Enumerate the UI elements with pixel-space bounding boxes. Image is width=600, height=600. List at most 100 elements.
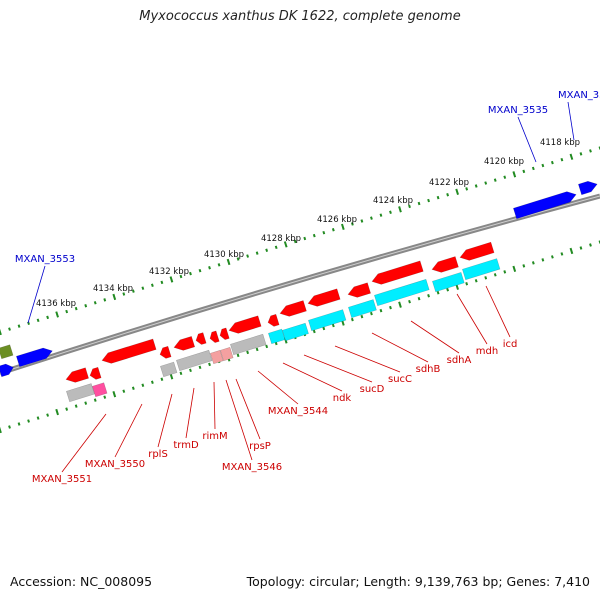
minor-tick [493, 273, 497, 277]
major-tick [569, 153, 574, 160]
minor-tick [522, 264, 526, 268]
reverse-gene-label: ndk [333, 393, 352, 404]
minor-tick [550, 160, 554, 165]
minor-tick [331, 228, 335, 232]
minor-tick [189, 368, 192, 373]
major-tick [169, 276, 174, 283]
reverse-gene-label: rplS [148, 449, 168, 460]
genome-backbone [0, 193, 600, 376]
minor-tick [141, 286, 145, 290]
minor-tick [74, 306, 78, 311]
minor-tick [198, 365, 202, 370]
forward-gene [513, 191, 577, 220]
minor-tick [179, 371, 183, 376]
minor-tick [236, 257, 240, 261]
minor-tick [474, 279, 478, 283]
reverse-gene-label: sdhB [416, 364, 441, 375]
reverse-gene [89, 366, 102, 380]
minor-tick [255, 251, 259, 255]
reverse-gene-label: rimM [202, 431, 227, 442]
minor-tick [465, 187, 469, 191]
scale-label: 4132 kbp [149, 267, 189, 277]
leader-line [157, 393, 173, 448]
minor-tick [236, 353, 240, 358]
minor-tick [103, 298, 107, 302]
backbone-highlight [0, 195, 600, 374]
minor-tick [541, 163, 545, 168]
forward-gene [578, 181, 598, 196]
leader-line [235, 378, 261, 440]
minor-tick [531, 166, 535, 171]
misc-gene [92, 382, 108, 398]
minor-tick [208, 266, 211, 270]
minor-tick [312, 329, 316, 334]
minor-tick [408, 204, 411, 209]
forward-gene-label: MXAN_3535 [488, 105, 548, 116]
accession-text: Accession: NC_008095 [10, 574, 153, 589]
minor-tick [379, 308, 383, 313]
minor-tick [265, 344, 269, 349]
minor-tick [389, 210, 392, 214]
minor-tick [560, 252, 564, 256]
minor-tick [36, 318, 40, 323]
major-tick [55, 311, 59, 318]
minor-tick [141, 383, 145, 387]
minor-tick [427, 198, 430, 203]
minor-tick [36, 416, 40, 420]
outer-scale-ticks [0, 146, 600, 336]
minor-tick [265, 248, 269, 252]
minor-tick [293, 239, 297, 244]
minor-tick [312, 233, 316, 238]
reverse-gene [307, 288, 341, 307]
rna-gene [268, 328, 286, 345]
minor-tick [417, 201, 421, 206]
minor-tick [522, 169, 526, 174]
reverse-gene [101, 338, 157, 364]
reverse-gene [173, 336, 196, 351]
reverse-gene [65, 367, 89, 383]
reverse-gene-label: sucC [388, 374, 412, 385]
pseudo-gene [210, 349, 224, 365]
minor-tick [598, 240, 600, 244]
minor-tick [303, 236, 307, 241]
major-tick [0, 328, 2, 336]
pseudo-gene [160, 361, 178, 378]
reverse-gene [228, 315, 262, 334]
minor-tick [150, 283, 154, 287]
minor-tick [579, 246, 583, 250]
leader-line [410, 320, 460, 354]
major-tick [226, 258, 231, 266]
major-tick [341, 223, 345, 231]
reverse-gene-label: trmD [173, 440, 199, 451]
minor-tick [550, 255, 554, 259]
leader-line [303, 354, 373, 383]
page-title: Myxococcus xanthus DK 1622, complete gen… [139, 9, 461, 24]
minor-tick [93, 398, 97, 402]
minor-tick [65, 407, 69, 411]
major-tick [283, 241, 288, 248]
minor-tick [8, 425, 11, 429]
reverse-gene [431, 256, 459, 273]
minor-tick [103, 395, 107, 399]
forward-gene-label: MXAN_3553 [15, 254, 75, 265]
genome-summary-text: Topology: circular; Length: 9,139,763 bp… [246, 574, 590, 589]
minor-tick [322, 326, 326, 331]
minor-tick [436, 195, 440, 200]
scale-label: 4126 kbp [317, 215, 357, 225]
scale-label: 4124 kbp [373, 196, 413, 206]
minor-tick [427, 293, 430, 298]
minor-tick [598, 146, 600, 150]
minor-tick [27, 419, 30, 423]
leader-line [185, 387, 195, 439]
leader-line [334, 345, 401, 373]
scale-label: 4136 kbp [36, 299, 76, 309]
reverse-gene [347, 282, 371, 298]
major-tick [112, 293, 117, 301]
minor-tick [446, 288, 450, 292]
major-tick [0, 426, 2, 434]
minor-tick [493, 178, 497, 182]
leader-line [27, 265, 46, 324]
minor-tick [589, 149, 592, 153]
major-tick [455, 188, 459, 195]
minor-tick [484, 276, 488, 280]
